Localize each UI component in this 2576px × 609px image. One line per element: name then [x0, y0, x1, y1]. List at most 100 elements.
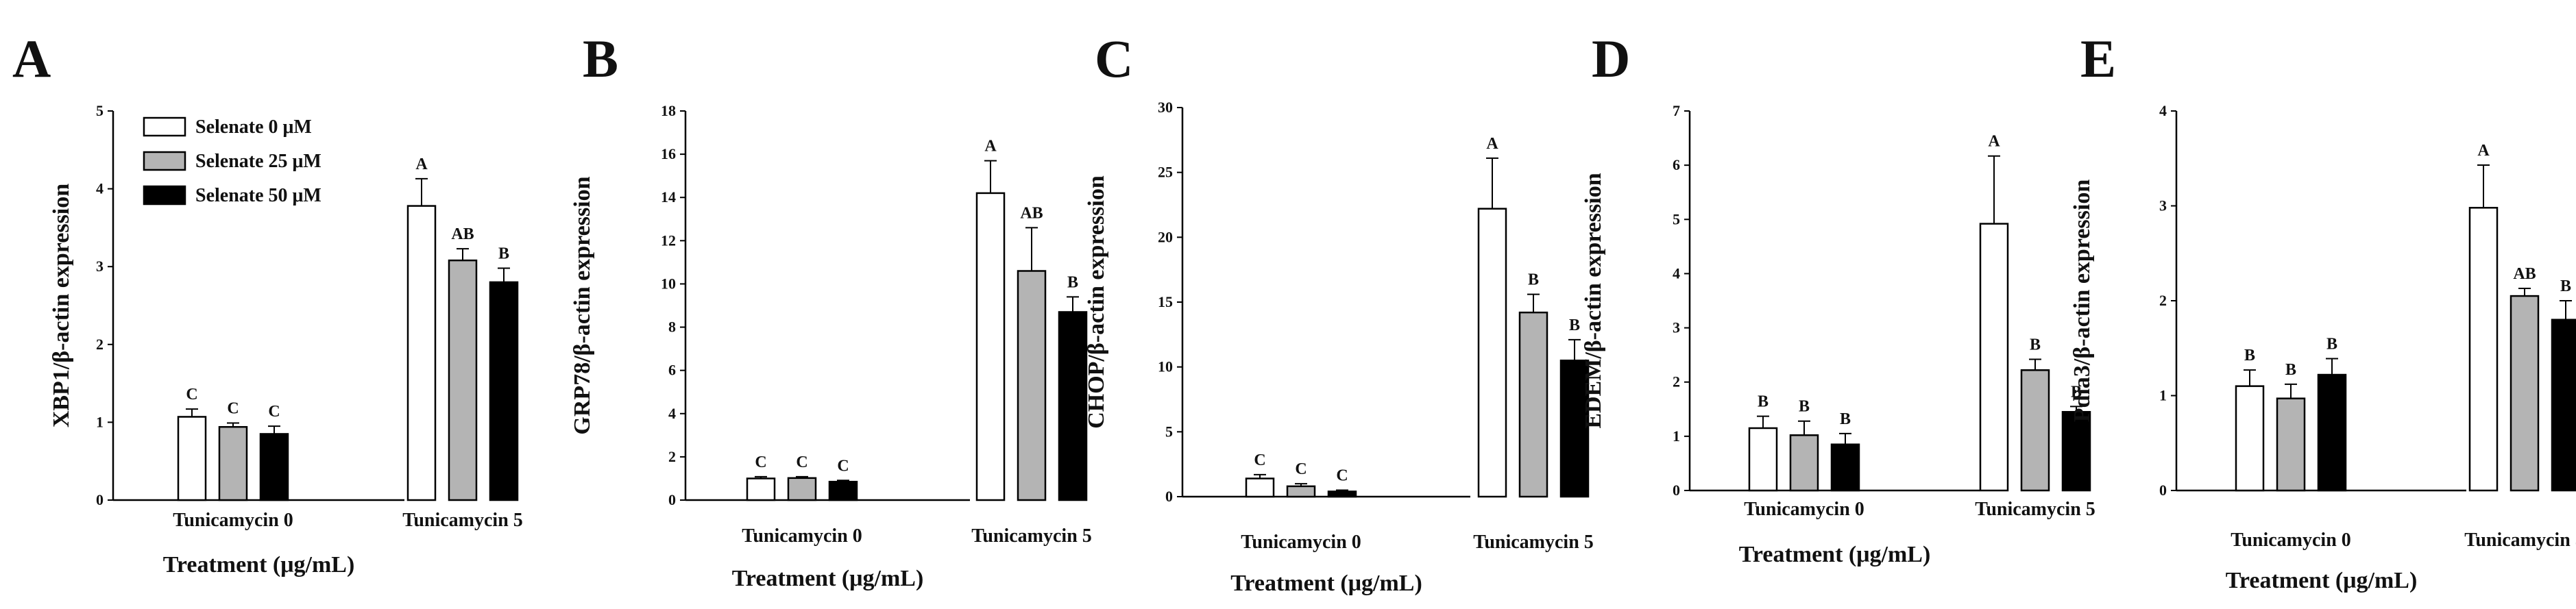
bar [828, 480, 858, 501]
bar [448, 259, 478, 501]
significance-label: C [755, 453, 766, 471]
y-tick-label: 0 [668, 491, 676, 508]
bar [1245, 477, 1275, 498]
significance-label: C [186, 386, 197, 403]
bar [1748, 427, 1778, 492]
chart-panel-d: D 0 1 2 3 4 5 6 7 EDEM/β-actin expression Treatmen… [1581, 29, 2095, 567]
x-category-label: Tunicamycin 5 [402, 510, 523, 531]
significance-label: C [1295, 460, 1307, 478]
significance-label: AB [2513, 265, 2536, 283]
x-axis-title: Treatment (μg/mL) [2226, 568, 2418, 593]
y-axis-title: EDEM/β-actin expression [1581, 173, 1606, 428]
bar [2551, 319, 2576, 492]
y-tick-label: 16 [661, 145, 676, 162]
x-axis-title: Treatment (μg/mL) [1230, 571, 1422, 596]
bar [1559, 359, 1590, 498]
x-axis-title: Treatment (μg/mL) [163, 552, 355, 577]
bar [787, 477, 817, 501]
legend-label: Selenate 25 μM [195, 151, 321, 172]
panel-letter: A [12, 29, 51, 88]
y-tick-label: 5 [1673, 210, 1680, 227]
y-tick-label: 5 [96, 102, 104, 119]
significance-label: B [2030, 336, 2041, 353]
legend-label: Selenate 50 μM [195, 185, 321, 206]
bar [1518, 311, 1548, 498]
significance-label: A [984, 138, 997, 156]
x-category-label: Tunicamycin 5 [1975, 499, 2095, 520]
y-tick-label: 10 [661, 275, 676, 292]
y-axis-title: XBP1/β-actin expression [49, 184, 74, 427]
y-axis-title: GRP78/β-actin expression [570, 176, 595, 434]
significance-label: AB [451, 225, 474, 243]
bar [1017, 270, 1047, 501]
y-tick-label: 0 [1673, 482, 1680, 499]
significance-label: B [2560, 277, 2571, 295]
significance-label: C [1254, 451, 1265, 469]
y-tick-label: 30 [1158, 99, 1173, 116]
significance-label: C [837, 457, 849, 475]
panel-letter: E [2080, 29, 2116, 88]
significance-label: A [2477, 142, 2490, 160]
significance-label: A [1486, 135, 1498, 153]
chart-panel-c: C 0 5 10 15 20 25 30 CHOP/β-actin expression Trea… [1084, 29, 1594, 596]
bar [2510, 295, 2540, 492]
significance-label: AB [1020, 204, 1043, 222]
legend-swatch [143, 185, 186, 206]
significance-label: B [2244, 347, 2255, 364]
legend: Selenate 0 μM Selenate 25 μM Selenate 50 μ… [143, 116, 321, 206]
significance-label: B [1067, 273, 1078, 291]
panel-letter: C [1095, 29, 1133, 88]
bar [2235, 385, 2265, 492]
significance-label: B [2285, 361, 2296, 379]
chart-panel-a: A 0 1 2 3 4 5 XBP1/β-actin expression Treatment … [12, 29, 523, 577]
bar [2061, 410, 2091, 492]
y-tick-label: 4 [668, 405, 676, 422]
y-tick-label: 6 [668, 362, 676, 379]
bar [2020, 369, 2050, 492]
significance-label: B [1528, 271, 1539, 289]
y-tick-label: 15 [1158, 293, 1173, 310]
significance-label: C [796, 453, 807, 471]
significance-label: C [1336, 467, 1348, 485]
significance-label: B [1840, 410, 1851, 428]
x-category-label: Tunicamycin 0 [742, 525, 862, 547]
x-category-label: Tunicamycin 5 [971, 525, 1092, 547]
y-tick-label: 12 [661, 232, 676, 249]
significance-label: B [1569, 316, 1580, 334]
y-tick-label: 3 [1673, 319, 1680, 336]
bar [1830, 443, 1860, 492]
x-category-label: Tunicamycin 0 [1744, 499, 1864, 520]
panel-letter: B [583, 29, 618, 88]
bar [1058, 311, 1088, 501]
y-tick-label: 4 [1673, 264, 1680, 282]
y-tick-label: 1 [1673, 427, 1680, 445]
significance-label: C [227, 400, 239, 418]
significance-label: B [2071, 383, 2082, 401]
bar [1477, 208, 1507, 498]
y-tick-label: 0 [1165, 488, 1173, 505]
y-tick-label: 14 [661, 188, 676, 206]
y-tick-label: 2 [96, 336, 104, 353]
y-tick-label: 2 [668, 448, 676, 465]
bar [2317, 373, 2347, 492]
significance-label: B [1799, 398, 1810, 416]
y-tick-label: 10 [1158, 358, 1173, 375]
bar [2276, 397, 2306, 492]
bar [218, 425, 248, 501]
y-tick-label: 4 [96, 180, 104, 197]
y-axis-title: CHOP/β-actin expression [1084, 175, 1109, 429]
bar [746, 477, 776, 501]
legend-swatch [143, 116, 186, 137]
x-axis-title: Treatment (μg/mL) [1739, 542, 1931, 567]
y-tick-label: 2 [2159, 292, 2167, 309]
y-tick-label: 18 [661, 102, 676, 119]
x-category-label: Tunicamycin 0 [173, 510, 293, 531]
bar [1979, 223, 2009, 492]
bar [259, 433, 289, 501]
y-tick-label: 8 [668, 319, 676, 336]
significance-label: A [415, 156, 428, 173]
bar [1327, 490, 1357, 498]
x-axis-title: Treatment (μg/mL) [732, 566, 924, 591]
legend-label: Selenate 0 μM [195, 116, 312, 138]
